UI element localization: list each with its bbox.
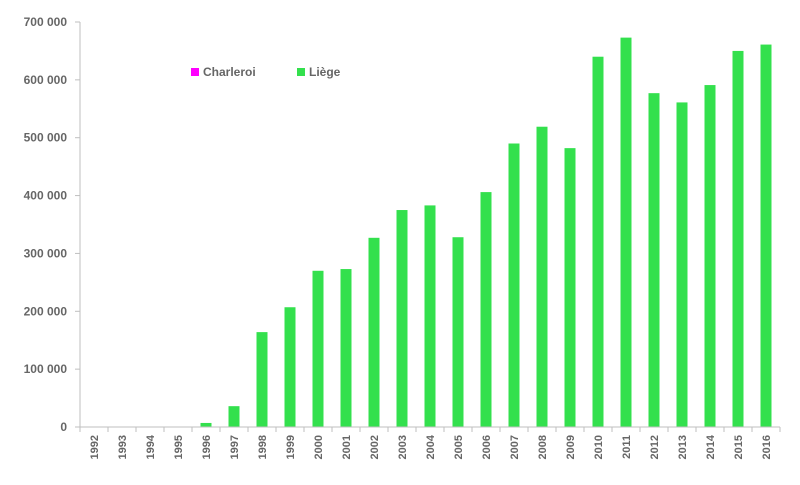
x-tick-label: 2009 <box>565 435 577 459</box>
bar-li-ge-2014 <box>704 85 716 428</box>
legend: Charleroi Liège <box>191 65 341 79</box>
bars <box>200 37 772 428</box>
x-tick-label: 1994 <box>145 434 157 459</box>
x-tick-label: 2016 <box>761 435 773 459</box>
bar-li-ge-2010 <box>592 56 604 427</box>
bar-li-ge-1998 <box>256 332 268 427</box>
bar-li-ge-2013 <box>676 102 688 428</box>
x-tick-label: 1992 <box>89 435 101 459</box>
x-tick-label: 2013 <box>677 435 689 459</box>
x-tick-label: 2002 <box>369 435 381 459</box>
x-tick-label: 2011 <box>621 435 633 459</box>
bar-li-ge-2006 <box>480 192 492 427</box>
bar-li-ge-2008 <box>536 126 548 427</box>
bar-li-ge-2003 <box>396 210 408 427</box>
bar-li-ge-2012 <box>648 93 660 428</box>
y-tick-label: 300 000 <box>24 246 68 260</box>
x-tick-label: 1995 <box>173 435 185 459</box>
x-tick-label: 1999 <box>285 435 297 459</box>
x-tick-label: 2001 <box>341 435 353 459</box>
y-axis: 0 100 000 200 000 300 000 400 000 500 000 600 … <box>24 15 81 434</box>
y-tick-label: 400 000 <box>24 189 68 203</box>
legend-swatch <box>297 68 305 76</box>
x-tick-label: 2003 <box>397 435 409 459</box>
y-tick-label: 500 000 <box>24 131 68 145</box>
y-tick-label: 0 <box>60 420 67 434</box>
x-axis: 1992 1993 1994 1995 1996 1997 1998 1999 2000 2001… <box>79 426 781 459</box>
x-tick-label: 1996 <box>201 435 213 459</box>
bar-li-ge-2015 <box>732 50 744 428</box>
y-tick-label: 600 000 <box>24 73 68 87</box>
x-tick-label: 2014 <box>705 434 717 459</box>
y-tick-label: 100 000 <box>24 362 68 376</box>
bar-li-ge-2000 <box>312 270 324 427</box>
x-tick-label: 2010 <box>593 435 605 459</box>
bar-li-ge-2011 <box>620 37 632 427</box>
bar-li-ge-2004 <box>424 205 436 427</box>
bar-li-ge-2005 <box>452 237 464 427</box>
x-tick-label: 2005 <box>453 435 465 459</box>
y-tick-label: 700 000 <box>24 15 68 29</box>
bar-li-ge-1997 <box>228 406 240 427</box>
x-tick-label: 2015 <box>733 435 745 459</box>
x-tick-label: 1998 <box>257 435 269 459</box>
bar-li-ge-2002 <box>368 237 380 427</box>
x-tick-label: 2000 <box>313 435 325 459</box>
legend-label: Charleroi <box>203 65 256 79</box>
bar-li-ge-2001 <box>340 269 352 427</box>
bar-li-ge-1999 <box>284 307 296 427</box>
x-tick-label: 2007 <box>509 435 521 459</box>
x-tick-label: 2008 <box>537 435 549 459</box>
x-tick-label: 1993 <box>117 435 129 459</box>
x-tick-label: 2012 <box>649 435 661 459</box>
x-tick-label: 1997 <box>229 435 241 459</box>
y-tick-label: 200 000 <box>24 304 68 318</box>
legend-label: Liège <box>309 65 341 79</box>
bar-li-ge-2007 <box>508 143 520 427</box>
x-tick-label: 2006 <box>481 435 493 459</box>
bar-li-ge-1996 <box>200 422 212 427</box>
legend-swatch <box>191 68 199 76</box>
bar-li-ge-2009 <box>564 148 576 427</box>
x-tick-label: 2004 <box>425 434 437 459</box>
bar-li-ge-2016 <box>760 44 772 428</box>
